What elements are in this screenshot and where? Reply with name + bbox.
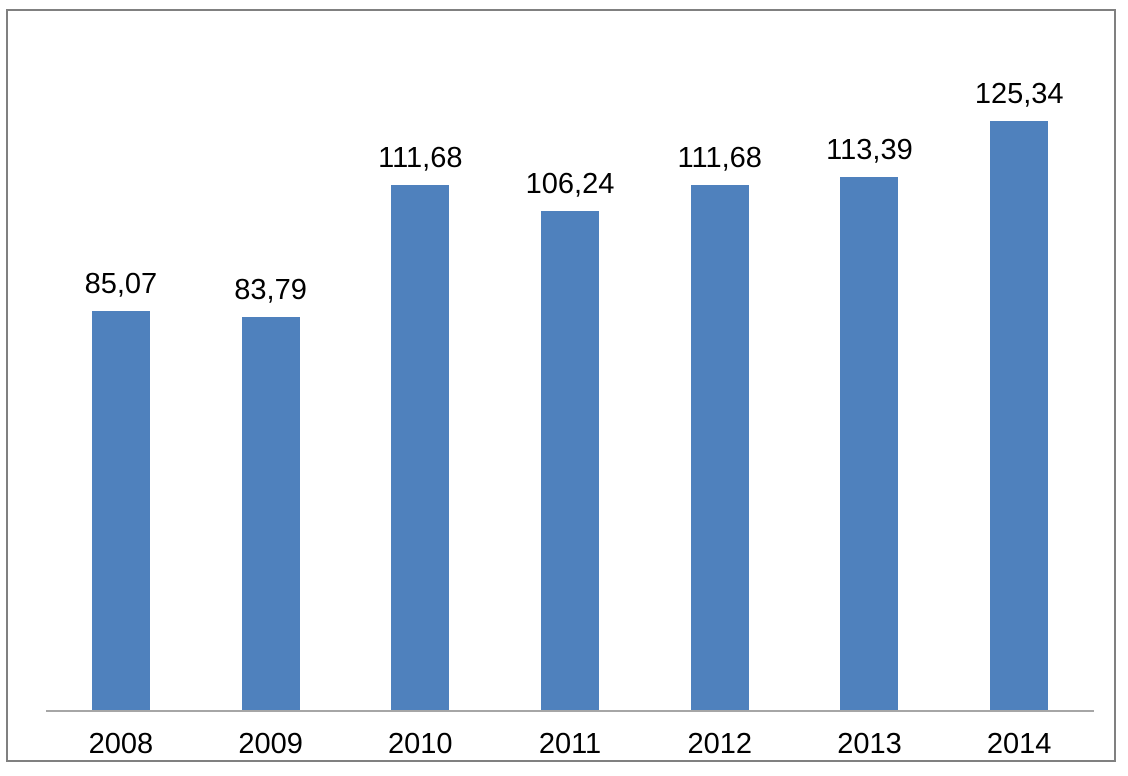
bar bbox=[690, 185, 749, 711]
bar-value-label: 111,68 bbox=[677, 142, 762, 175]
bar-column: 113,39 bbox=[795, 136, 945, 711]
bar-value-label: 83,79 bbox=[234, 273, 307, 306]
bar-column: 111,68 bbox=[645, 144, 795, 711]
plot-area: 85,07 83,79 111,68 106,24 111,68 113,39 125,34 bbox=[46, 71, 1094, 711]
x-axis-label: 2012 bbox=[687, 728, 752, 760]
bar bbox=[241, 316, 300, 711]
bar-column: 111,68 bbox=[345, 144, 495, 711]
x-axis-label: 2008 bbox=[88, 728, 154, 760]
bar bbox=[990, 121, 1049, 711]
bar bbox=[541, 210, 600, 711]
x-axis-label: 2011 bbox=[538, 728, 602, 760]
bar bbox=[391, 185, 450, 711]
bar bbox=[840, 177, 899, 711]
chart-frame: 85,07 83,79 111,68 106,24 111,68 113,39 125,34… bbox=[6, 9, 1116, 762]
bar bbox=[91, 310, 150, 711]
bar-column: 85,07 bbox=[46, 267, 196, 711]
x-axis-label: 2014 bbox=[986, 728, 1052, 760]
bar-column: 125,34 bbox=[944, 80, 1094, 711]
bar-value-label: 125,34 bbox=[974, 78, 1064, 110]
bar-value-label: 113,39 bbox=[826, 134, 913, 167]
x-axis-label: 2010 bbox=[388, 728, 453, 760]
x-axis-line bbox=[46, 710, 1094, 712]
x-axis-labels: 2008 2009 2010 2011 2012 2013 2014 bbox=[46, 727, 1094, 762]
bar-value-label: 85,07 bbox=[84, 267, 158, 300]
bar-column: 83,79 bbox=[196, 273, 346, 711]
bar-column: 106,24 bbox=[495, 167, 645, 711]
bar-value-label: 111,68 bbox=[378, 142, 463, 175]
x-axis-label: 2013 bbox=[837, 728, 902, 760]
bar-value-label: 106,24 bbox=[525, 167, 615, 200]
x-axis-label: 2009 bbox=[238, 728, 303, 760]
